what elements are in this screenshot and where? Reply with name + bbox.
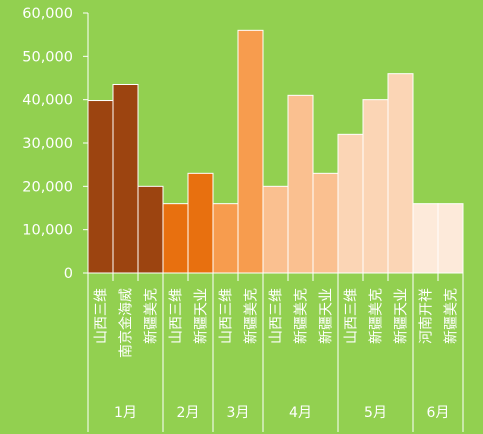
y-tick-label: 20,000 bbox=[22, 179, 73, 195]
bar bbox=[412, 203, 439, 274]
bar bbox=[287, 94, 314, 274]
group-label: 2月 bbox=[177, 405, 200, 421]
bar bbox=[437, 203, 464, 274]
bar bbox=[362, 99, 389, 274]
y-tick-label: 0 bbox=[64, 266, 73, 282]
category-label: 新疆天业 bbox=[394, 288, 410, 344]
category-label: 南京金海威 bbox=[119, 288, 135, 358]
category-label: 河南开祥 bbox=[419, 288, 435, 344]
category-label: 新疆天业 bbox=[194, 288, 210, 344]
category-label: 山西三维 bbox=[169, 288, 185, 344]
bar bbox=[212, 203, 239, 274]
y-tick-label: 50,000 bbox=[22, 49, 73, 65]
bar bbox=[337, 133, 364, 274]
category-label: 新疆美克 bbox=[144, 288, 160, 344]
group-label: 5月 bbox=[364, 405, 387, 421]
bar bbox=[187, 172, 214, 274]
category-label: 新疆天业 bbox=[319, 288, 335, 344]
y-tick-label: 60,000 bbox=[22, 6, 73, 22]
bar bbox=[262, 185, 289, 274]
category-label: 新疆美克 bbox=[444, 288, 460, 344]
category-label: 山西三维 bbox=[344, 288, 360, 344]
category-label: 新疆美克 bbox=[294, 288, 310, 344]
bar bbox=[237, 29, 264, 274]
bar bbox=[137, 185, 164, 274]
group-label: 3月 bbox=[227, 405, 250, 421]
category-label: 新疆美克 bbox=[369, 288, 385, 344]
bar bbox=[112, 84, 139, 274]
group-label: 6月 bbox=[427, 405, 450, 421]
y-tick-label: 30,000 bbox=[22, 136, 73, 152]
group-label: 4月 bbox=[289, 405, 312, 421]
category-label: 山西三维 bbox=[94, 288, 110, 344]
y-tick-label: 10,000 bbox=[22, 223, 73, 239]
bar bbox=[162, 203, 189, 274]
group-label: 1月 bbox=[114, 405, 137, 421]
category-label: 山西三维 bbox=[269, 288, 285, 344]
y-tick-label: 40,000 bbox=[22, 93, 73, 109]
bar bbox=[87, 100, 114, 274]
bar bbox=[312, 172, 339, 274]
category-label: 新疆美克 bbox=[244, 288, 260, 344]
bar bbox=[387, 73, 414, 274]
category-label: 山西三维 bbox=[219, 288, 235, 344]
